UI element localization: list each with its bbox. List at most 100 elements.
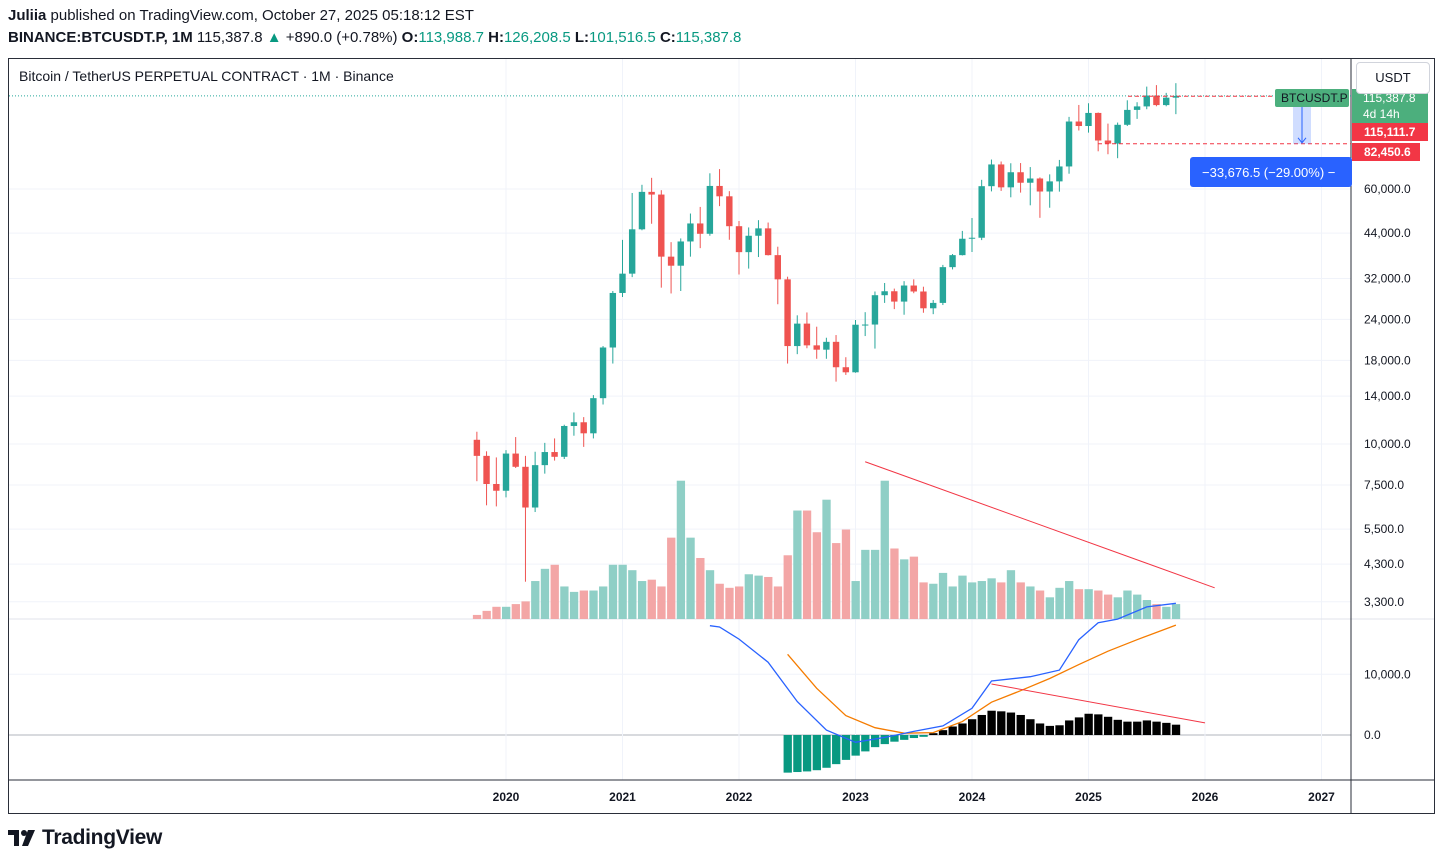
- histogram-bar: [977, 714, 986, 735]
- volume-bar: [550, 564, 559, 619]
- volume-bar: [841, 529, 851, 619]
- currency-button[interactable]: USDT: [1356, 62, 1430, 94]
- candle-body: [930, 302, 937, 309]
- volume-bar: [958, 575, 967, 619]
- y-tick-label: 60,000.0: [1364, 182, 1411, 196]
- change-value: +890.0 (+0.78%): [285, 29, 398, 46]
- candle-body: [1017, 172, 1024, 183]
- candle-body: [1046, 181, 1053, 192]
- histogram-bar: [1074, 717, 1084, 735]
- histogram-bar: [1006, 712, 1016, 735]
- candle-body: [716, 185, 723, 197]
- volume-bar: [511, 604, 520, 619]
- y-tick-label: 32,000.0: [1364, 271, 1411, 285]
- symbol-label[interactable]: BINANCE:BTCUSDT.P, 1M: [8, 29, 193, 46]
- volume-bar: [472, 614, 482, 619]
- tradingview-logo[interactable]: TradingView: [8, 826, 162, 850]
- published-text: published on TradingView.com, October 27…: [50, 7, 474, 24]
- x-tick-label: 2021: [609, 790, 636, 804]
- histogram-bar: [1094, 714, 1103, 735]
- macd-line: [709, 602, 1176, 743]
- volume-bar: [1006, 570, 1016, 619]
- volume-bar: [735, 586, 744, 619]
- open-label: O:: [401, 29, 419, 46]
- current-price-text: 115,387.8: [1363, 91, 1416, 105]
- x-tick-label: 2026: [1192, 790, 1219, 804]
- candle-body: [677, 241, 684, 266]
- volume-bar: [929, 583, 938, 619]
- candle-body: [609, 292, 617, 348]
- volume-bar: [977, 581, 986, 619]
- volume-bar: [909, 556, 919, 619]
- histogram-bar: [1162, 722, 1171, 735]
- candle-body: [813, 345, 820, 350]
- candle-body: [1075, 121, 1083, 127]
- histogram-bar: [1152, 721, 1161, 735]
- volume-bar: [1152, 604, 1161, 619]
- volume-bar: [1113, 597, 1122, 619]
- volume-bar: [589, 590, 598, 619]
- histogram-bar: [890, 735, 899, 742]
- histogram-bar: [1123, 721, 1132, 735]
- high-label: H:: [488, 29, 504, 46]
- candle-body: [1163, 97, 1170, 106]
- close-label: C:: [659, 29, 676, 46]
- volume-bar: [686, 537, 695, 619]
- volume-bar: [657, 586, 666, 619]
- candle-body: [1065, 121, 1073, 167]
- open-value: 113,988.7: [418, 29, 484, 46]
- histogram-bar: [812, 735, 822, 771]
- candle-body: [697, 223, 704, 234]
- candle-body: [648, 191, 655, 195]
- candle-body: [531, 465, 539, 508]
- histogram-bar: [841, 735, 851, 760]
- volume-bar: [968, 582, 977, 619]
- chart-title: Bitcoin / TetherUS PERPETUAL CONTRACT · …: [19, 68, 394, 84]
- volume-bar: [676, 480, 686, 619]
- candle-body: [949, 255, 956, 268]
- volume-bar: [502, 606, 511, 619]
- histogram-bar: [997, 711, 1006, 735]
- candle-body: [861, 324, 869, 326]
- histogram-bar: [1045, 725, 1055, 735]
- volume-bar: [667, 537, 676, 619]
- level-1-text: 115,111.7: [1364, 125, 1416, 139]
- candle-body: [842, 367, 850, 373]
- volume-bar: [696, 557, 705, 619]
- candle-body: [658, 194, 665, 257]
- candle-body: [1094, 112, 1102, 141]
- symbol-tag-text: BTCUSDT.P: [1281, 91, 1348, 105]
- y-tick-label: 5,500.0: [1364, 522, 1404, 536]
- volume-bar: [812, 532, 822, 619]
- volume-bar: [1045, 597, 1055, 619]
- candle-body: [619, 273, 626, 293]
- volume-bar: [521, 601, 530, 619]
- histogram-bar: [870, 735, 880, 748]
- volume-bar: [579, 590, 589, 619]
- volume-bar: [1133, 594, 1142, 619]
- candle-body: [667, 256, 675, 266]
- measure-arrow-head-icon: [1297, 137, 1307, 144]
- histogram-bar: [783, 735, 792, 773]
- histogram-bar: [1142, 720, 1152, 735]
- last-price: 115,387.8: [196, 29, 263, 46]
- volume-bar: [1123, 590, 1132, 619]
- volume-bar: [880, 480, 889, 619]
- candle-body: [1007, 172, 1014, 188]
- candle-body: [1124, 109, 1131, 125]
- histogram-bar: [1065, 720, 1074, 735]
- publish-line: Juliia published on TradingView.com, Oct…: [8, 7, 474, 24]
- candle-body: [580, 422, 587, 434]
- candle-body: [997, 164, 1005, 188]
- histogram-bar: [929, 733, 938, 735]
- volume-bar: [569, 591, 579, 619]
- candle-body: [561, 425, 568, 457]
- volume-bar: [1065, 581, 1074, 619]
- author-name[interactable]: Juliia: [8, 7, 47, 24]
- candle-body: [978, 186, 985, 238]
- chart-frame: [8, 58, 1435, 814]
- volume-bar: [793, 510, 802, 619]
- candle-body: [891, 291, 898, 302]
- candle-body: [512, 453, 519, 467]
